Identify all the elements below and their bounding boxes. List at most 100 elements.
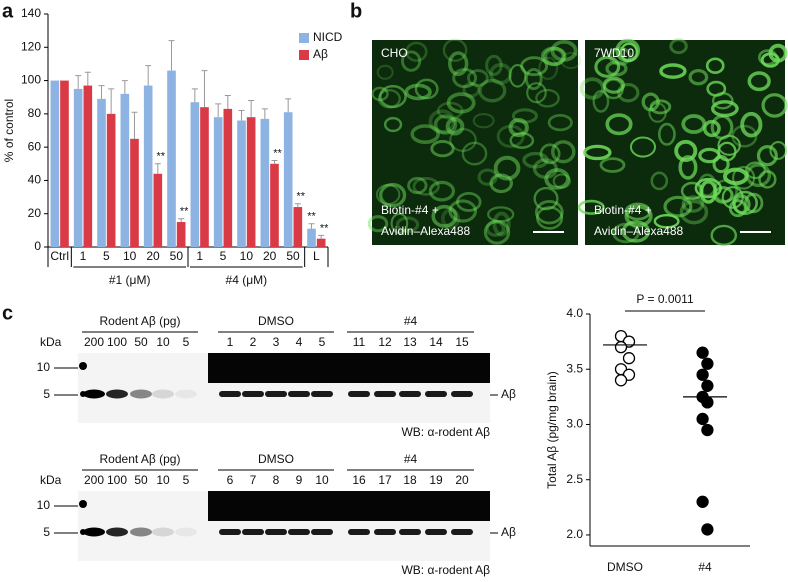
cell — [705, 57, 725, 74]
bar — [97, 98, 106, 247]
band — [152, 389, 174, 399]
x-tick-label: #4 — [698, 560, 712, 574]
y-tick-label: 100 — [21, 73, 41, 87]
lane-label: 100 — [107, 473, 127, 487]
band — [175, 527, 197, 537]
bar — [50, 80, 60, 247]
error-bar — [84, 71, 91, 86]
group-label: #4 (μM) — [226, 273, 268, 287]
cell — [756, 145, 778, 167]
cell — [400, 50, 422, 72]
lane-label: 10 — [156, 473, 170, 487]
kda-label: kDa — [40, 473, 62, 487]
lane-label: 1 — [227, 335, 234, 349]
lane-group-label: Rodent Aβ (pg) — [100, 452, 181, 466]
lane-label: 200 — [84, 473, 104, 487]
lane-label: 5 — [183, 473, 190, 487]
error-bar — [168, 40, 175, 71]
y-tick-label: 4.0 — [566, 306, 583, 320]
cell — [681, 195, 705, 213]
cell — [674, 139, 698, 162]
x-tick-label: 50 — [286, 249, 300, 263]
cell — [456, 192, 482, 212]
cell — [758, 170, 777, 189]
cell — [713, 179, 738, 203]
cell — [526, 82, 547, 104]
cell — [629, 136, 657, 158]
bar — [260, 118, 270, 247]
cell — [551, 140, 576, 164]
lane-label: 12 — [378, 335, 392, 349]
y-tick-label: 120 — [21, 39, 41, 53]
cell — [430, 139, 455, 158]
cell — [539, 143, 561, 165]
y-tick-label: 40 — [28, 173, 42, 187]
marker-label: 10 — [37, 498, 51, 512]
blot-saturated — [208, 491, 490, 521]
lane-label: 19 — [429, 473, 443, 487]
error-bar — [108, 88, 115, 114]
band — [130, 527, 152, 537]
cell — [536, 206, 564, 230]
cell — [522, 151, 549, 169]
cell — [407, 176, 428, 195]
lane-label: 200 — [84, 335, 104, 349]
error-bar — [98, 85, 105, 99]
band — [311, 529, 333, 535]
cell — [428, 180, 456, 202]
micrograph-bg — [372, 40, 578, 245]
bar — [167, 70, 176, 247]
cell — [511, 108, 538, 124]
cell — [602, 76, 626, 94]
cell — [462, 81, 481, 98]
cell — [442, 38, 468, 62]
error-bar — [238, 110, 245, 121]
cell — [712, 155, 730, 174]
image-caption: Biotin-#4 + — [594, 203, 652, 217]
lane-label: 100 — [107, 335, 127, 349]
error-bar — [191, 88, 198, 103]
cell — [663, 195, 693, 218]
lane-label: 17 — [378, 473, 392, 487]
cell — [524, 67, 543, 91]
cell — [448, 51, 469, 77]
cell — [710, 224, 738, 246]
cell — [769, 141, 788, 160]
data-point — [696, 412, 709, 426]
lane-group-label: #4 — [404, 452, 418, 466]
lane-label: 8 — [273, 473, 280, 487]
cell — [616, 82, 640, 103]
lane-label: 7 — [250, 473, 257, 487]
data-point — [701, 357, 714, 370]
cell — [560, 51, 582, 70]
significance-label: ** — [320, 222, 329, 234]
bar — [190, 102, 200, 247]
y-tick-label: 80 — [28, 106, 42, 120]
cell — [508, 118, 529, 138]
bar — [200, 107, 209, 247]
cell — [657, 122, 676, 146]
y-tick-label: 60 — [28, 139, 42, 153]
ladder-dot — [79, 362, 87, 370]
cell — [619, 42, 639, 62]
cell — [552, 173, 571, 189]
bar — [293, 207, 303, 247]
cell — [543, 46, 566, 67]
significance-label: ** — [307, 211, 316, 223]
y-tick-label: 2.0 — [566, 527, 583, 541]
error-bar — [271, 159, 278, 164]
cell — [449, 128, 477, 152]
error-bar — [201, 70, 208, 108]
cell — [461, 141, 488, 166]
bar — [223, 108, 233, 247]
micrograph: CHO Biotin-#4 + Avidin–Alexa488 — [367, 38, 582, 245]
cell — [679, 199, 709, 225]
cell — [550, 39, 578, 62]
lane-label: 14 — [429, 335, 443, 349]
band — [106, 527, 128, 537]
cell — [547, 113, 573, 132]
x-tick-label: 10 — [123, 249, 137, 263]
cell — [478, 78, 507, 103]
cell — [492, 211, 511, 237]
lane-label: 9 — [296, 473, 303, 487]
